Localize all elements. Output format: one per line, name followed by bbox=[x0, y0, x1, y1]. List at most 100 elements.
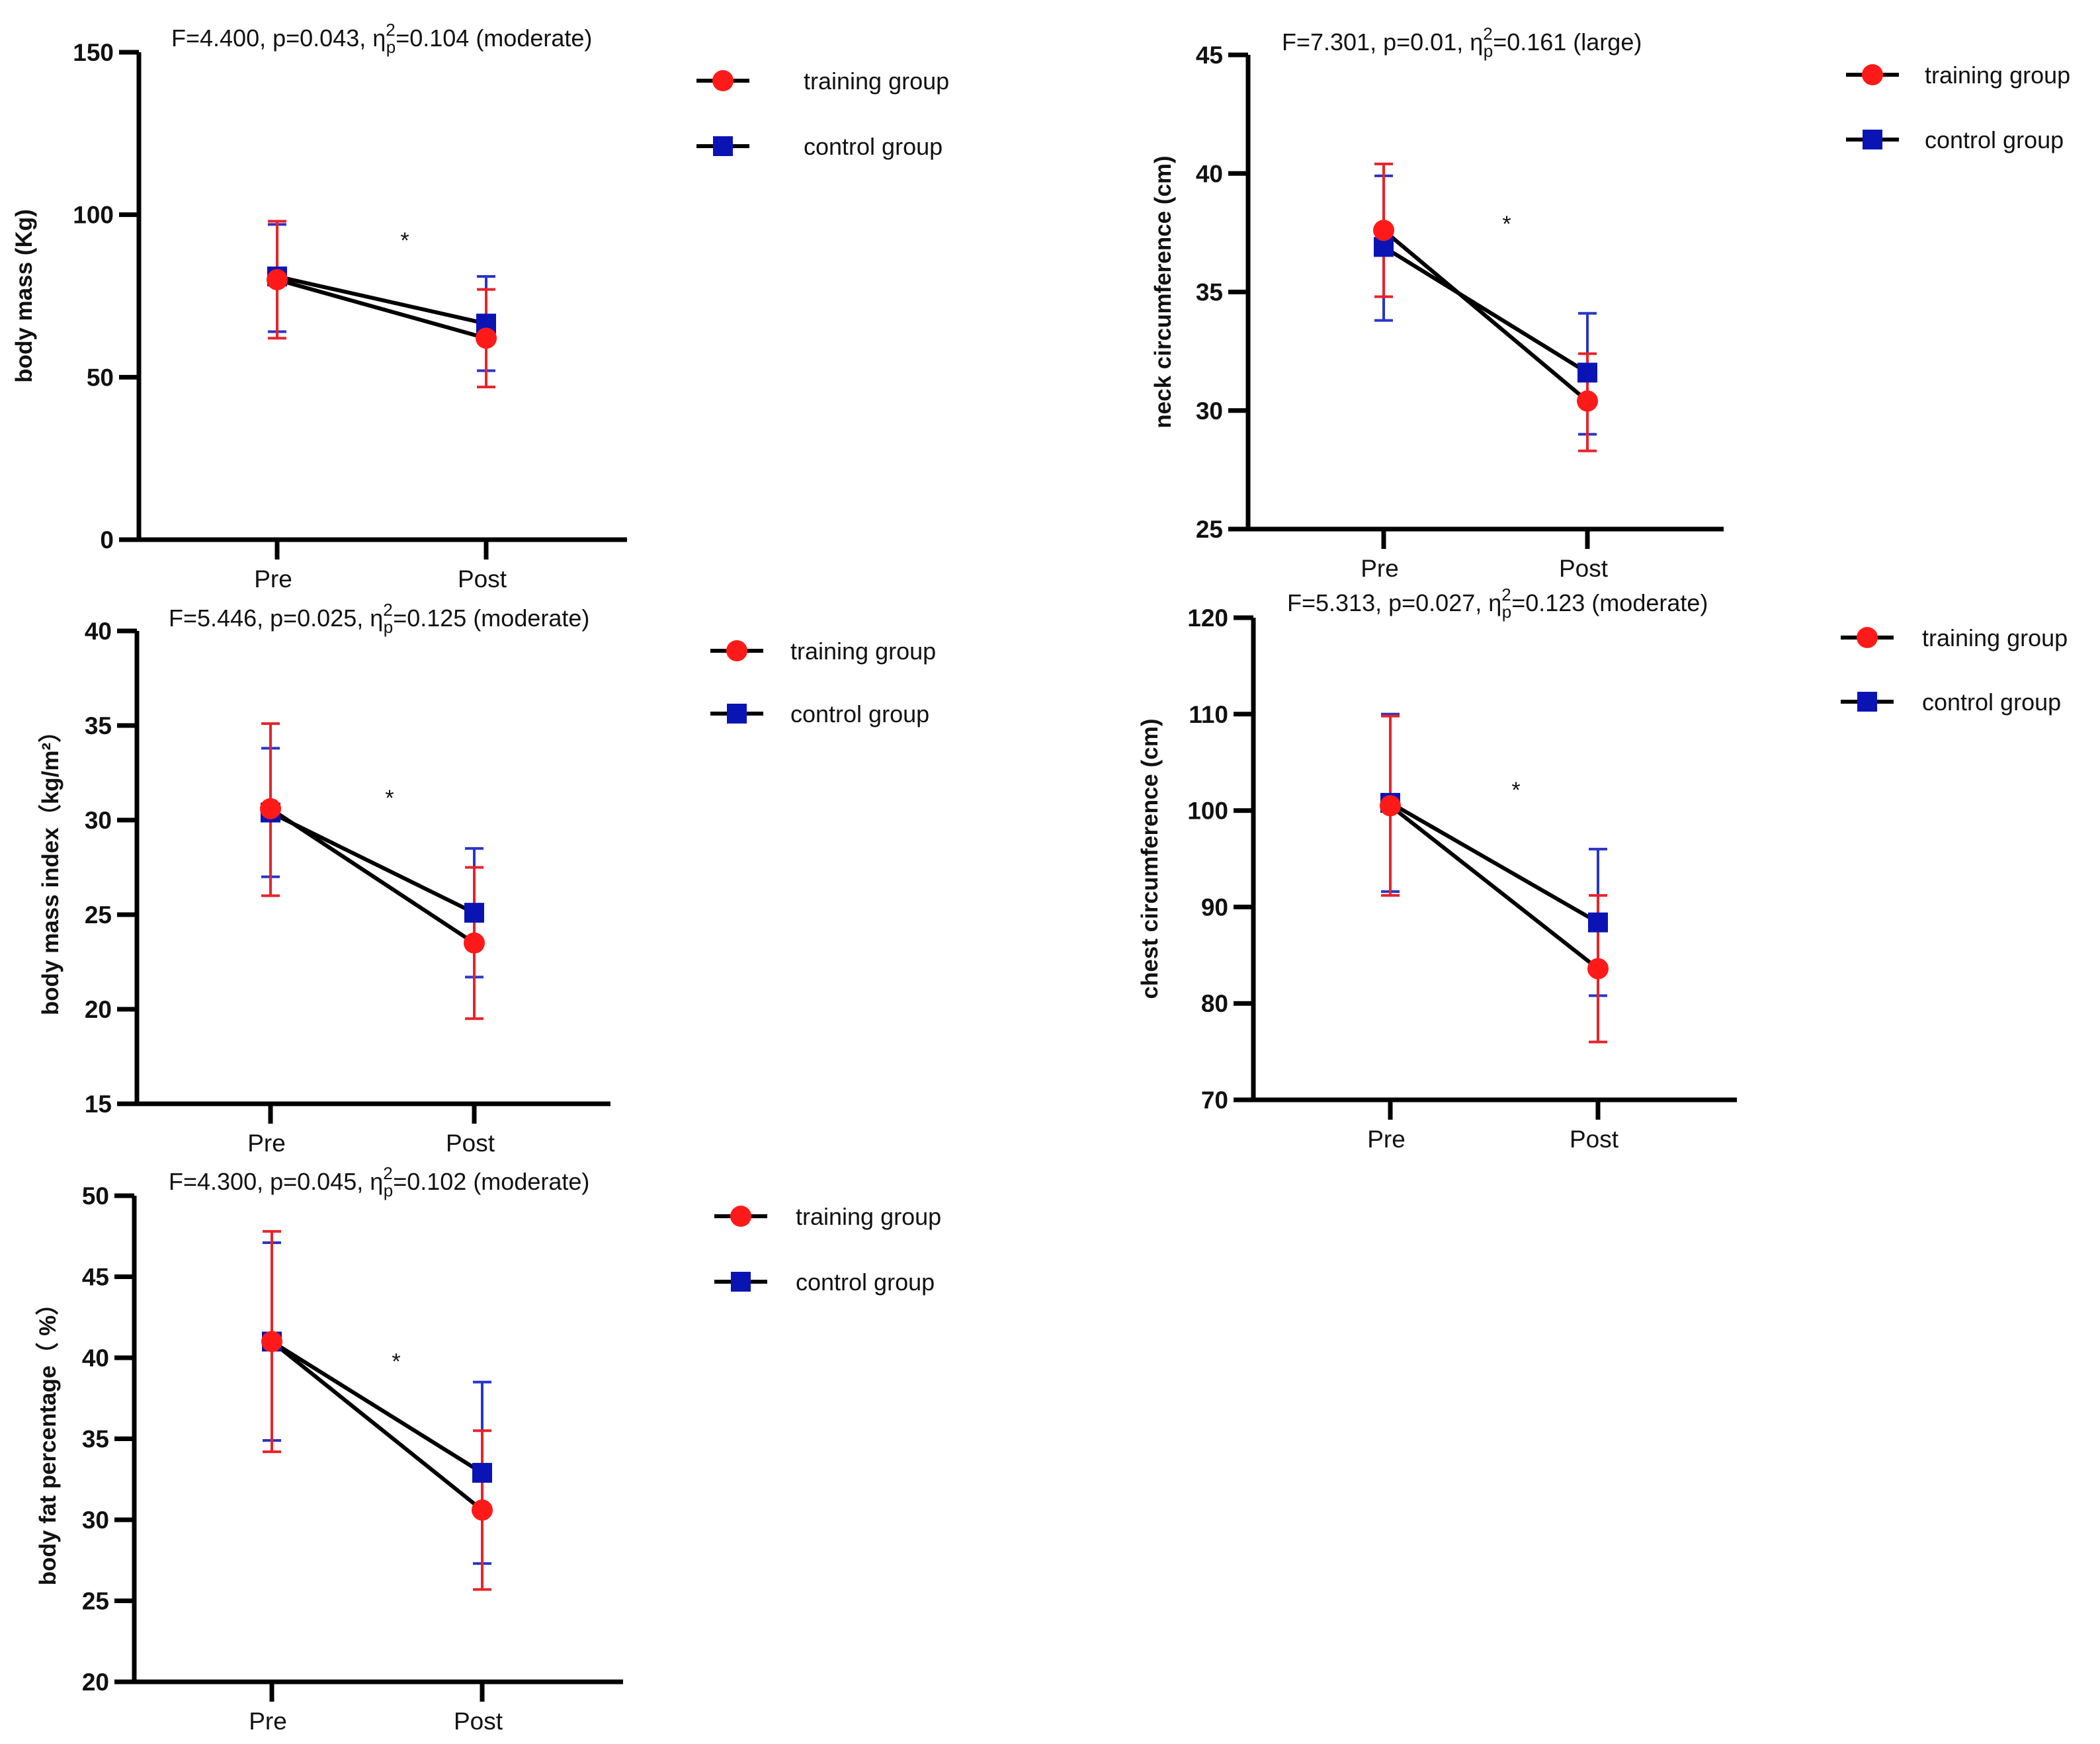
y-tick-label: 25 bbox=[1196, 516, 1223, 543]
title-suffix: =0.102 (moderate) bbox=[393, 1168, 589, 1195]
title-superscript: 2 bbox=[1501, 585, 1511, 604]
significance-marker: * bbox=[1511, 778, 1520, 803]
y-tick-label: 80 bbox=[1201, 990, 1228, 1017]
series-line-control bbox=[271, 1339, 483, 1475]
legend: training group control group bbox=[714, 1203, 941, 1296]
legend-label: control group bbox=[1925, 126, 2064, 153]
y-tick-label: 15 bbox=[85, 1091, 112, 1118]
legend-marker-circle bbox=[1862, 64, 1883, 85]
title-suffix: =0.125 (moderate) bbox=[393, 604, 589, 632]
y-tick-label: 150 bbox=[73, 39, 114, 66]
chart-title: F=5.313, p=0.027, η2 p=0.123 (moderate) bbox=[1287, 585, 1708, 622]
legend-label: control group bbox=[804, 133, 943, 160]
y-tick-label: 100 bbox=[73, 202, 114, 229]
title-subscript: p bbox=[384, 1181, 393, 1200]
y-tick-label: 0 bbox=[100, 526, 114, 554]
data-point-control bbox=[1577, 362, 1597, 383]
x-tick-label: Post bbox=[454, 1708, 503, 1735]
data-point-training bbox=[260, 798, 281, 819]
legend-marker-circle bbox=[726, 640, 747, 661]
series-line-training bbox=[271, 1340, 483, 1512]
y-tick-label: 70 bbox=[1201, 1087, 1228, 1114]
legend: training group control group bbox=[1846, 62, 2070, 153]
y-tick-label: 35 bbox=[1196, 279, 1223, 306]
y-tick-label: 40 bbox=[85, 618, 112, 645]
data-point-training bbox=[472, 1499, 493, 1521]
y-tick-label: 20 bbox=[82, 1669, 109, 1696]
series-line-control bbox=[1389, 801, 1599, 925]
legend-marker-square bbox=[1863, 130, 1882, 149]
y-tick-label: 45 bbox=[1196, 42, 1223, 69]
y-tick-label: 40 bbox=[82, 1345, 109, 1372]
chart-panel-5: 20 25 30 35 40 45 50 Pre Post body fat percentage… bbox=[35, 1163, 941, 1735]
title-subscript: p bbox=[384, 617, 393, 637]
title-suffix: =0.161 (large) bbox=[1493, 28, 1642, 56]
legend-marker-circle bbox=[1857, 627, 1878, 648]
data-point-training bbox=[1380, 795, 1401, 817]
legend-label: training group bbox=[804, 67, 949, 95]
legend-marker-square bbox=[731, 1272, 751, 1292]
x-tick-label: Pre bbox=[247, 1130, 286, 1157]
data-point-control bbox=[472, 1462, 492, 1483]
legend-marker-square bbox=[713, 136, 733, 156]
y-tick-label: 25 bbox=[82, 1588, 109, 1615]
y-tick-label: 20 bbox=[85, 996, 112, 1023]
data-point-training bbox=[476, 327, 497, 349]
legend-label: control group bbox=[796, 1268, 935, 1296]
x-tick-label: Post bbox=[458, 565, 507, 593]
title-prefix: F=4.400, p=0.043, η bbox=[171, 24, 386, 52]
legend-marker-circle bbox=[730, 1206, 751, 1227]
title-superscript: 2 bbox=[1483, 24, 1492, 44]
title-prefix: F=5.446, p=0.025, η bbox=[169, 604, 383, 632]
y-tick-label: 100 bbox=[1187, 798, 1228, 825]
series-line-training bbox=[1382, 228, 1589, 403]
y-axis-label: neck circumference (cm) bbox=[1150, 155, 1176, 428]
y-axis-label: body fat percentage（ %） bbox=[35, 1292, 61, 1585]
data-point-training bbox=[261, 1331, 282, 1352]
data-point-training bbox=[267, 269, 288, 290]
series-line-control bbox=[276, 274, 487, 326]
legend-label: training group bbox=[796, 1203, 941, 1230]
title-subscript: p bbox=[1502, 602, 1511, 622]
data-point-control bbox=[464, 903, 484, 923]
series-line-training bbox=[1389, 804, 1599, 971]
y-tick-label: 30 bbox=[82, 1507, 109, 1534]
chart-title: F=7.301, p=0.01, η2 p=0.161 (large) bbox=[1282, 24, 1642, 61]
title-suffix: =0.123 (moderate) bbox=[1511, 589, 1708, 616]
y-axis-label: chest circumference (cm) bbox=[1137, 718, 1163, 999]
legend-marker-square bbox=[727, 704, 747, 724]
legend-label: training group bbox=[1922, 624, 2068, 651]
y-tick-label: 45 bbox=[82, 1264, 109, 1291]
y-tick-label: 30 bbox=[85, 807, 112, 834]
significance-marker: * bbox=[392, 1349, 400, 1374]
series-line-training bbox=[276, 278, 487, 341]
legend: training group control group bbox=[710, 638, 936, 727]
data-point-training bbox=[1373, 220, 1394, 241]
y-tick-label: 50 bbox=[82, 1183, 109, 1210]
title-superscript: 2 bbox=[386, 20, 395, 40]
significance-marker: * bbox=[1502, 212, 1511, 237]
legend-label: control group bbox=[790, 700, 929, 727]
chart-panel-2: 25 30 35 40 45 Pre Post neck circumference (cm)… bbox=[1150, 24, 2070, 582]
y-axis-label: body mass (Kg) bbox=[11, 209, 37, 383]
x-tick-label: Pre bbox=[1367, 1126, 1406, 1153]
title-prefix: F=4.300, p=0.045, η bbox=[169, 1168, 383, 1195]
title-prefix: F=7.301, p=0.01, η bbox=[1282, 28, 1483, 56]
legend-label: control group bbox=[1922, 688, 2061, 716]
chart-title: F=5.446, p=0.025, η2 p=0.125 (moderate) bbox=[169, 600, 589, 637]
x-tick-label: Pre bbox=[249, 1708, 287, 1735]
title-suffix: =0.104 (moderate) bbox=[396, 24, 592, 52]
chart-panel-4: 70 80 90 100 110 120 Pre Post chest circumferenc… bbox=[1137, 585, 2068, 1153]
y-tick-label: 90 bbox=[1201, 893, 1228, 921]
series-line-control bbox=[1382, 245, 1589, 374]
y-axis-label: body mass index（kg/m²） bbox=[38, 720, 63, 1015]
title-superscript: 2 bbox=[383, 600, 392, 620]
title-subscript: p bbox=[1484, 41, 1493, 61]
data-point-training bbox=[1587, 958, 1609, 979]
x-tick-label: Post bbox=[1570, 1126, 1619, 1153]
legend: training group control group bbox=[1841, 624, 2068, 716]
title-subscript: p bbox=[386, 37, 396, 57]
x-tick-label: Pre bbox=[1361, 555, 1399, 582]
chart-panel-3: 15 20 25 30 35 40 Pre Post body mass index（kg/m²… bbox=[38, 600, 936, 1157]
title-superscript: 2 bbox=[383, 1163, 392, 1183]
